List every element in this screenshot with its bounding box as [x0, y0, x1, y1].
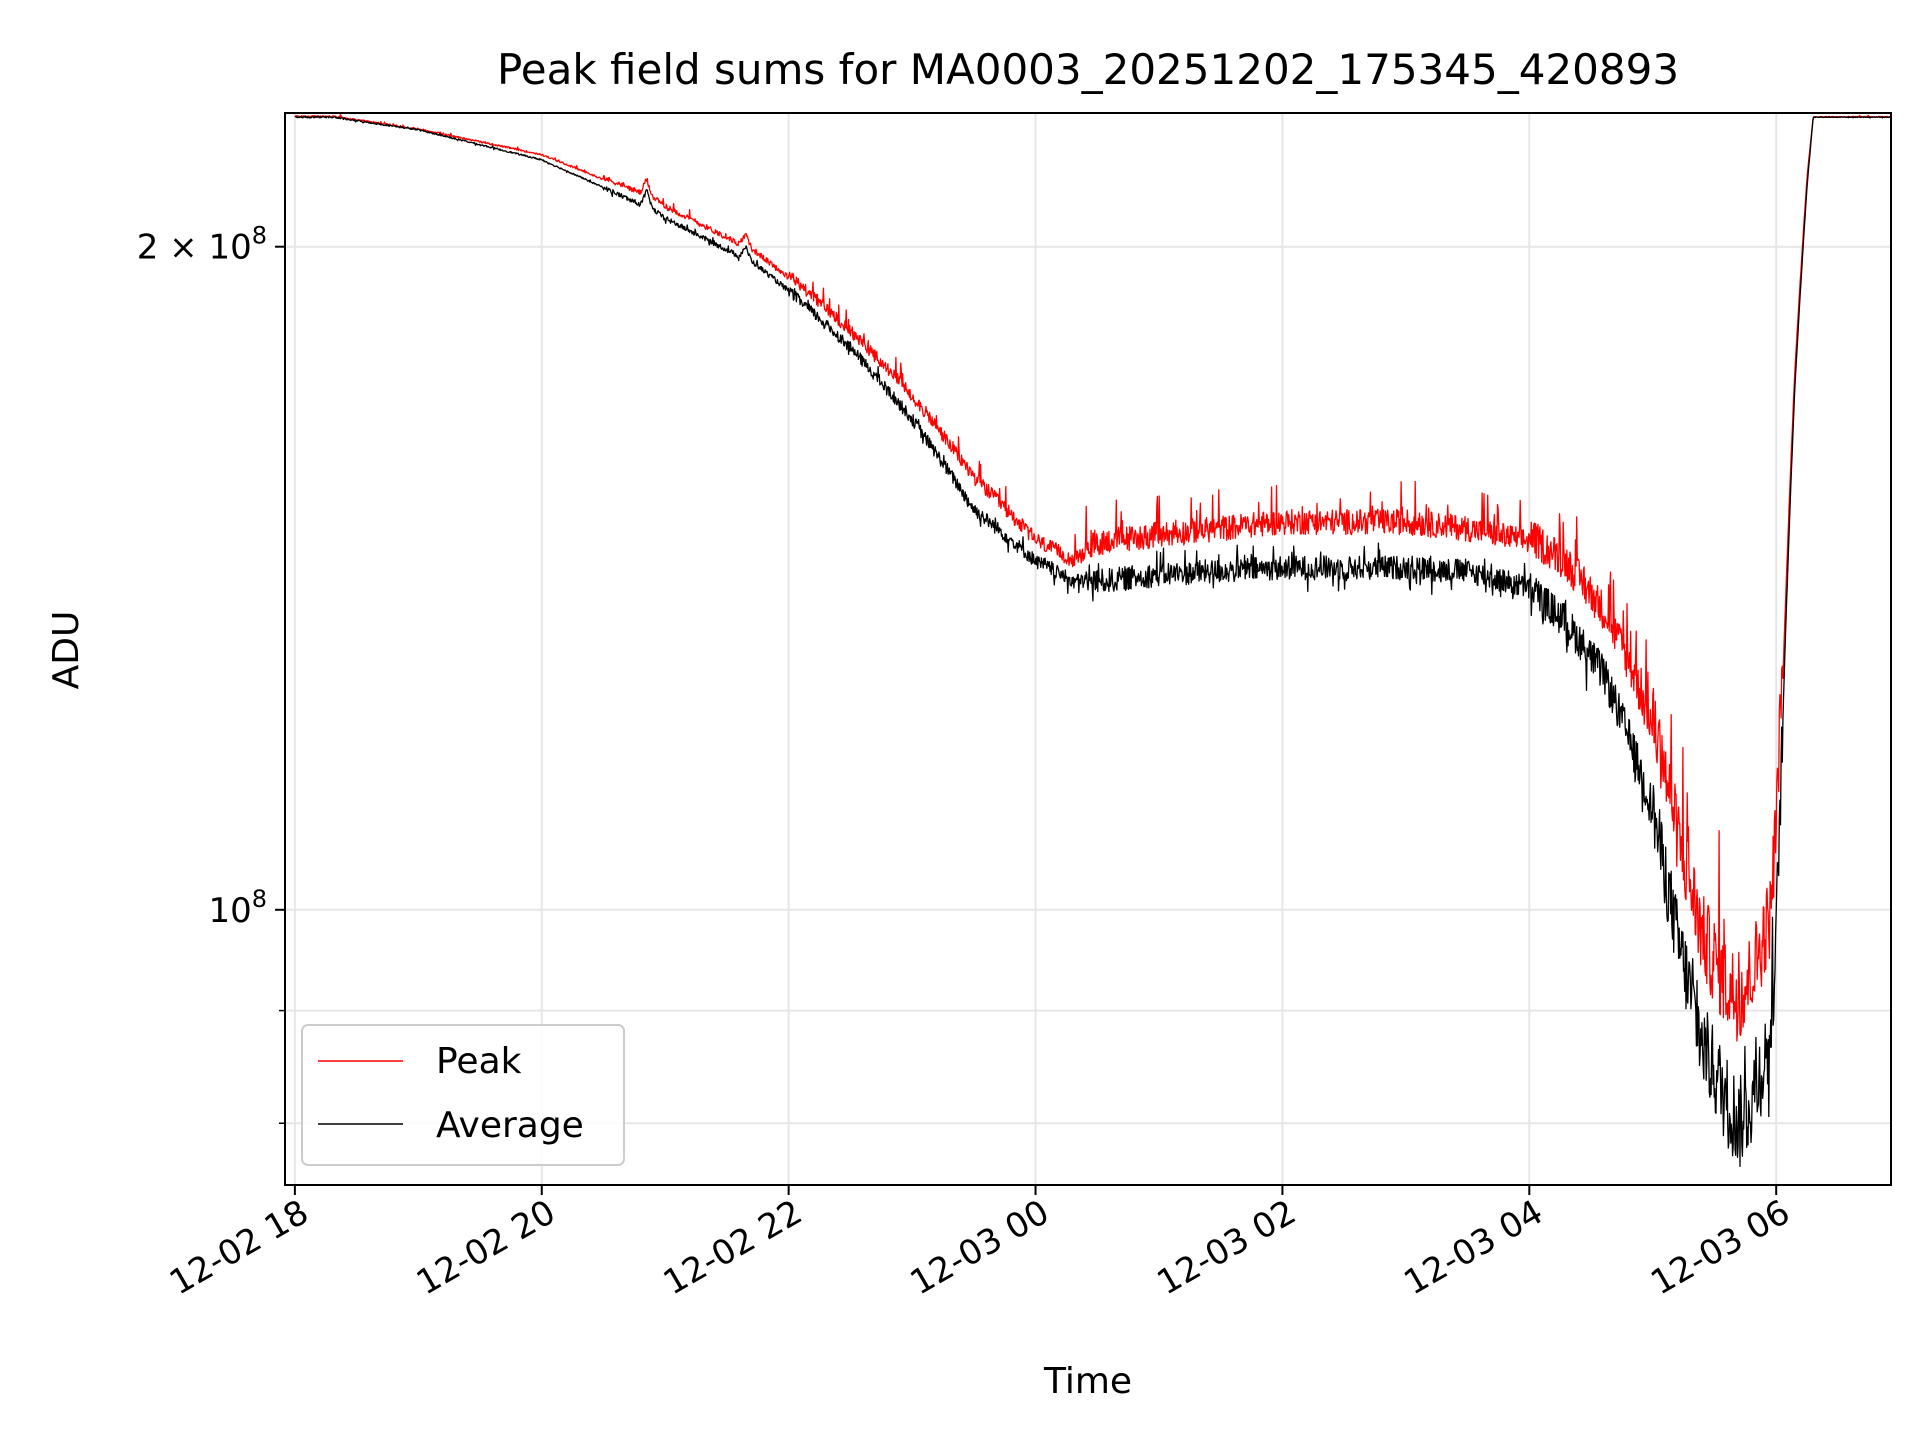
y-tick-label-0: 108	[208, 885, 267, 931]
series-line-peak	[294, 114, 1892, 1042]
x-axis-label: Time	[1043, 1361, 1132, 1402]
chart-title: Peak field sums for MA0003_20251202_1753…	[497, 45, 1679, 94]
legend: Peak Average	[301, 1024, 625, 1166]
legend-box	[301, 1024, 625, 1166]
y-axis-label: ADU	[46, 611, 87, 690]
series-line-average	[294, 115, 1892, 1168]
legend-label-average: Average	[436, 1105, 584, 1146]
legend-label-peak: Peak	[436, 1041, 522, 1082]
y-tick-label-1: 2 × 108	[137, 222, 267, 268]
series-group	[294, 114, 1892, 1168]
y-axis: 108 2 × 108	[137, 222, 285, 1125]
plot-frame	[284, 112, 1892, 1186]
